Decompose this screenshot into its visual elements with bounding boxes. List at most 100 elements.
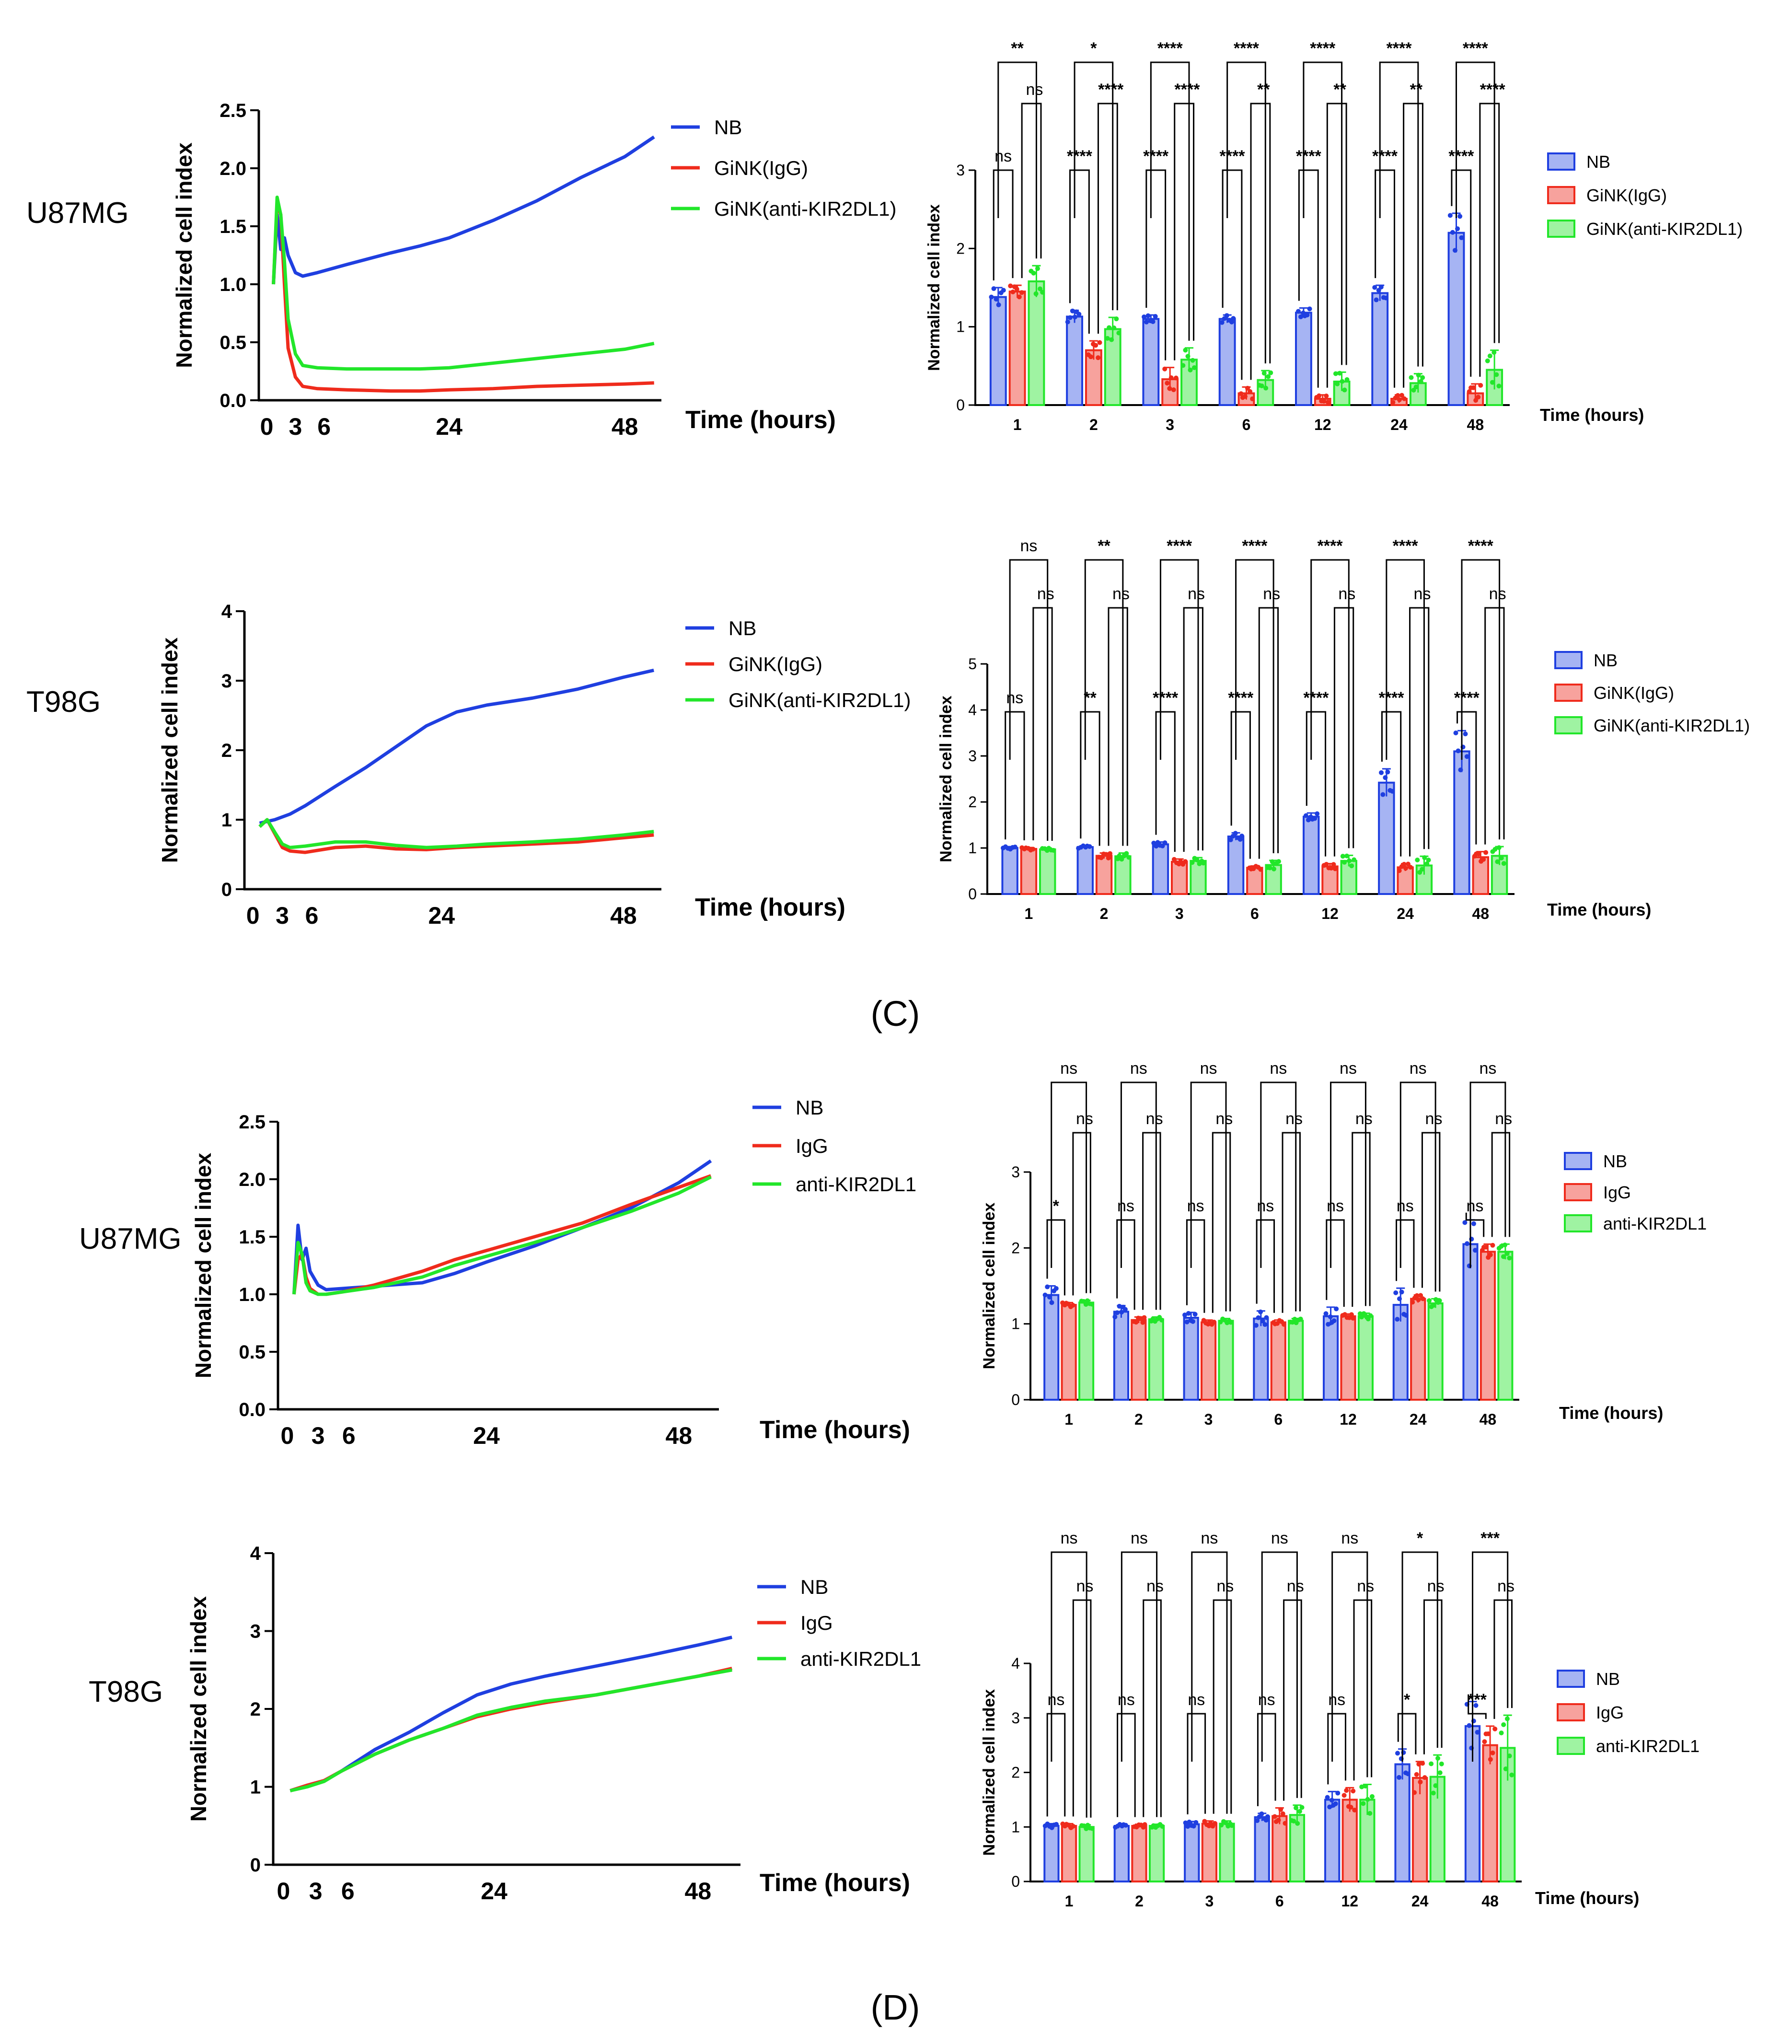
sig-bracket-left [1186,1219,1205,1313]
data-point [1070,1302,1075,1308]
sig-label-outer: ns [1201,1529,1218,1547]
sig-bracket-outer [1159,559,1199,851]
data-point [1044,848,1050,853]
legend-label: NB [1594,650,1618,670]
series-line-NB [289,1636,733,1792]
data-point [1182,1312,1188,1318]
data-point [1167,386,1172,391]
data-point [1342,859,1347,865]
sig-label-outer: **** [1387,39,1412,58]
sig-bracket-left [1116,1219,1135,1310]
data-point [1429,1761,1434,1766]
bar-anti-KIR2DL1-24 [1427,1302,1444,1401]
bar-GiNK(anti-KIR2DL1)-3 [1190,859,1207,895]
data-point [1281,1322,1286,1327]
data-point [1259,1811,1264,1816]
sig-label-inner: ns [1076,1577,1094,1595]
data-point [1272,1814,1277,1819]
x-tick-label: 6 [341,1878,355,1905]
panel-d-label: (D) [871,1987,920,2027]
row-label: T98G [89,1675,163,1708]
data-point [1089,1301,1095,1307]
data-point [1420,375,1425,380]
y-tick-label: 4 [221,601,232,622]
y-tick-label: 1 [1011,1315,1020,1333]
data-point [1399,393,1404,398]
sig-bracket-inner [1183,607,1203,852]
sig-bracket-left [1465,1212,1485,1237]
data-point [1087,844,1092,849]
x-tick-label: 24 [436,413,462,440]
x-tick-label: 48 [1480,1411,1497,1428]
data-point [1262,1322,1268,1327]
x-tick-label: 3 [1166,416,1174,433]
data-point [1122,1307,1128,1312]
sig-label-outer: ** [1098,537,1110,555]
data-point [1186,1311,1191,1316]
data-point [1153,314,1158,319]
sig-bracket-inner [1352,1132,1371,1307]
legend-label: GiNK(IgG) [728,653,822,675]
sig-bracket-outer [1331,1551,1368,1777]
sig-bracket-outer [1120,1081,1157,1310]
x-tick-label: 2 [1100,905,1109,922]
data-point [1042,1292,1048,1298]
y-tick-label: 2 [250,1699,261,1720]
x-tick-label: 3 [309,1878,323,1905]
data-point [1473,1703,1479,1708]
data-point [1115,856,1121,861]
sig-label-inner: ns [1489,585,1506,603]
data-point [1267,865,1272,871]
series-line-anti-KIR2DL1 [289,1668,732,1793]
data-point [1337,371,1342,376]
y-tick-label: 2.0 [239,1169,266,1190]
data-point [1409,375,1414,380]
data-point [1372,285,1377,290]
data-point [1083,1302,1088,1307]
sig-bracket-inner [1174,103,1195,360]
bar-anti-KIR2DL1-3 [1218,1320,1234,1401]
bar-anti-KIR2DL1-6 [1289,1814,1306,1883]
data-point [1278,1807,1283,1812]
data-point [1191,1319,1195,1324]
data-point [1492,1726,1498,1731]
y-axis-label: Normalized cell index [172,142,197,368]
data-point [1299,1805,1305,1810]
data-point [1089,1826,1095,1831]
sig-bracket-outer [1051,1551,1087,1818]
data-point [1395,393,1400,398]
sig-label-left: **** [1067,147,1093,165]
sig-label-inner: ** [1257,81,1270,99]
data-point [1162,366,1168,372]
data-point [1351,1788,1356,1794]
data-point [1476,395,1481,400]
sig-label-left: ns [994,147,1012,165]
data-point [1312,816,1318,821]
data-point [1308,814,1313,820]
y-axis-label: Normalized cell index [157,637,182,863]
x-tick-label: 2 [1134,1411,1143,1428]
data-point [1344,1788,1349,1793]
x-tick-label: 0 [246,902,260,929]
data-point [1424,861,1430,866]
sig-label-left: **** [1153,689,1179,707]
sig-bracket-inner [1283,1599,1302,1801]
bar-NB-1 [1043,1294,1060,1401]
x-axis-label: Time (hours) [695,894,845,921]
data-point [1488,1252,1493,1257]
sig-label-inner: ns [1076,1110,1093,1128]
sig-bracket-left [1187,1713,1206,1814]
data-point [1266,374,1271,379]
legend-label: IgG [1596,1703,1624,1722]
y-tick-label: 3 [250,1621,261,1642]
legend-swatch [1547,186,1575,204]
x-tick-label: 0 [281,1422,294,1449]
y-tick-label: 0 [221,879,232,900]
data-point [1303,813,1308,818]
legend-swatch [1554,651,1583,669]
data-point [1054,1822,1059,1827]
legend-swatch [1547,152,1575,171]
data-point [1248,389,1253,394]
data-point [1224,313,1229,318]
